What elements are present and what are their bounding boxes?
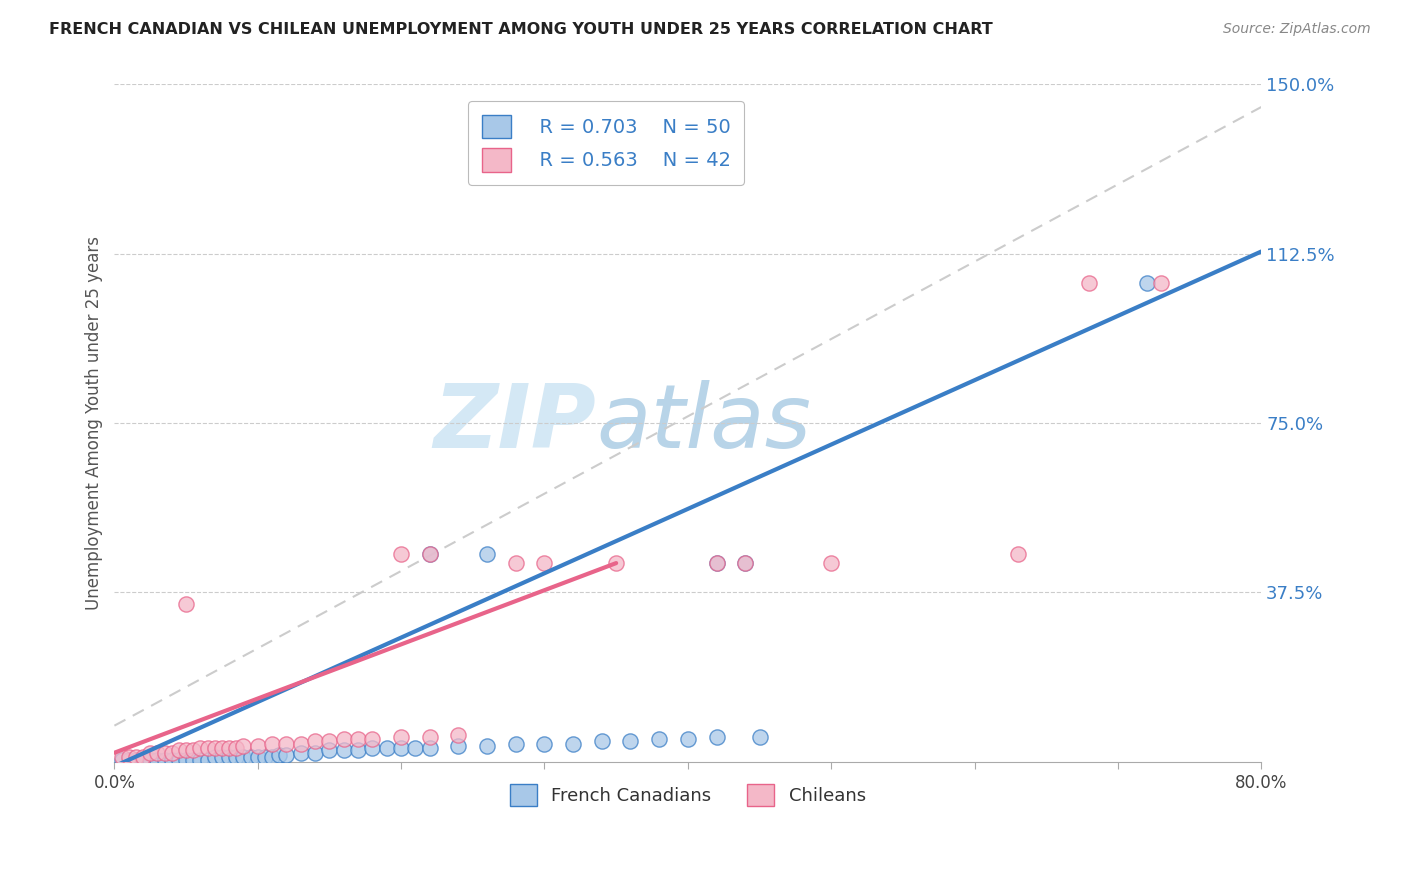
Point xyxy=(318,743,340,757)
Point xyxy=(533,737,555,751)
Point xyxy=(174,752,197,766)
Point xyxy=(475,547,498,561)
Point xyxy=(820,556,842,570)
Point xyxy=(125,752,148,766)
Point xyxy=(562,737,585,751)
Point xyxy=(1135,276,1157,290)
Point xyxy=(290,737,312,751)
Text: FRENCH CANADIAN VS CHILEAN UNEMPLOYMENT AMONG YOUTH UNDER 25 YEARS CORRELATION C: FRENCH CANADIAN VS CHILEAN UNEMPLOYMENT … xyxy=(49,22,993,37)
Point xyxy=(167,743,190,757)
Point xyxy=(246,739,269,753)
Point xyxy=(375,741,398,756)
Point xyxy=(648,732,671,747)
Point xyxy=(1078,276,1101,290)
Point xyxy=(276,747,298,762)
Y-axis label: Unemployment Among Youth under 25 years: Unemployment Among Youth under 25 years xyxy=(86,236,103,610)
Point xyxy=(361,732,384,747)
Point xyxy=(706,730,728,744)
Point xyxy=(146,746,169,760)
Legend: French Canadians, Chileans: French Canadians, Chileans xyxy=(502,777,873,814)
Point xyxy=(533,556,555,570)
Point xyxy=(619,734,641,748)
Point xyxy=(211,741,233,756)
Point xyxy=(404,741,426,756)
Text: Source: ZipAtlas.com: Source: ZipAtlas.com xyxy=(1223,22,1371,37)
Point xyxy=(748,730,770,744)
Point xyxy=(333,732,356,747)
Point xyxy=(333,743,356,757)
Point xyxy=(181,743,204,757)
Point xyxy=(318,734,340,748)
Point xyxy=(211,750,233,764)
Text: atlas: atlas xyxy=(596,380,811,467)
Point xyxy=(139,752,162,766)
Point xyxy=(253,750,276,764)
Point xyxy=(160,746,183,760)
Point xyxy=(389,730,412,744)
Point xyxy=(118,752,141,766)
Point xyxy=(676,732,699,747)
Point xyxy=(246,750,269,764)
Point xyxy=(204,741,226,756)
Point xyxy=(197,741,219,756)
Point xyxy=(110,750,132,764)
Point xyxy=(146,752,169,766)
Point xyxy=(197,752,219,766)
Point xyxy=(132,750,155,764)
Point xyxy=(125,750,148,764)
Point xyxy=(447,739,470,753)
Point xyxy=(361,741,384,756)
Point xyxy=(475,739,498,753)
Point xyxy=(290,746,312,760)
Point xyxy=(734,556,756,570)
Point xyxy=(225,741,247,756)
Point xyxy=(389,547,412,561)
Point xyxy=(239,750,262,764)
Point xyxy=(174,743,197,757)
Point xyxy=(218,750,240,764)
Point xyxy=(153,752,176,766)
Point xyxy=(118,750,141,764)
Point xyxy=(419,741,441,756)
Point xyxy=(160,752,183,766)
Point xyxy=(347,732,370,747)
Point xyxy=(605,556,627,570)
Point xyxy=(232,739,254,753)
Point xyxy=(419,547,441,561)
Point xyxy=(139,746,162,760)
Point xyxy=(190,752,212,766)
Point xyxy=(419,547,441,561)
Point xyxy=(1150,276,1173,290)
Point xyxy=(706,556,728,570)
Point xyxy=(1007,547,1029,561)
Point xyxy=(225,750,247,764)
Point xyxy=(153,746,176,760)
Point xyxy=(447,728,470,742)
Point xyxy=(262,737,284,751)
Point xyxy=(706,556,728,570)
Point xyxy=(262,750,284,764)
Point xyxy=(304,734,326,748)
Point xyxy=(190,741,212,756)
Point xyxy=(110,752,132,766)
Point xyxy=(591,734,613,748)
Point xyxy=(419,730,441,744)
Point xyxy=(276,737,298,751)
Point xyxy=(734,556,756,570)
Point xyxy=(132,752,155,766)
Point xyxy=(232,750,254,764)
Point xyxy=(174,597,197,611)
Text: ZIP: ZIP xyxy=(433,380,596,467)
Point xyxy=(269,747,291,762)
Point xyxy=(505,737,527,751)
Point xyxy=(181,752,204,766)
Point xyxy=(167,752,190,766)
Point xyxy=(505,556,527,570)
Point xyxy=(347,743,370,757)
Point xyxy=(204,750,226,764)
Point xyxy=(218,741,240,756)
Point xyxy=(304,746,326,760)
Point xyxy=(389,741,412,756)
